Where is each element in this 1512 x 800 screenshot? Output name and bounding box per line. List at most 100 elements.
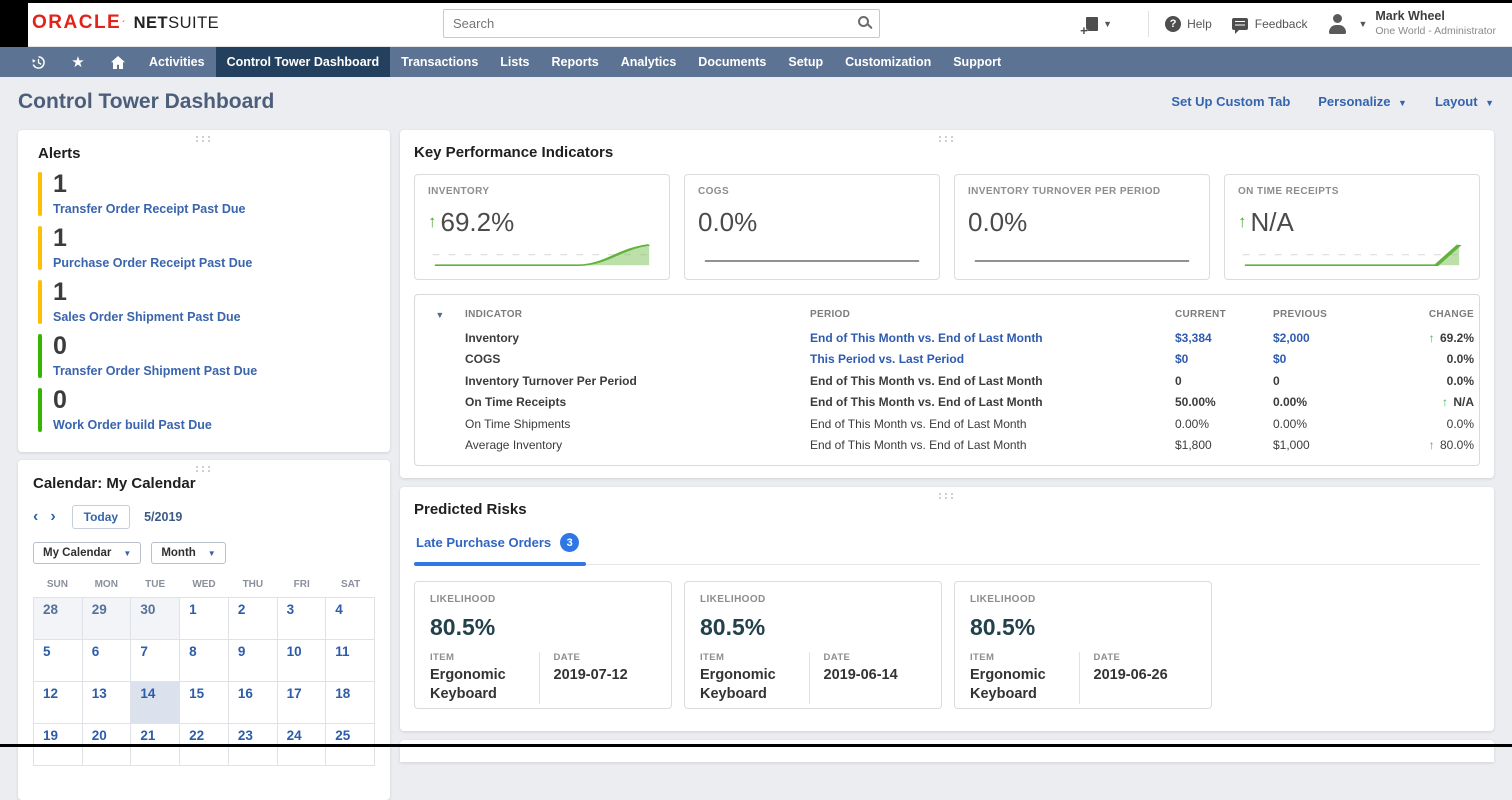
calendar-day-4[interactable]: 4 xyxy=(326,598,375,640)
nav-tab-documents[interactable]: Documents xyxy=(687,47,777,77)
nav-tab-setup[interactable]: Setup xyxy=(777,47,834,77)
drag-handle-icon[interactable] xyxy=(196,136,212,142)
alert-link[interactable]: Transfer Order Receipt Past Due xyxy=(53,202,245,216)
calendar-day-1[interactable]: 1 xyxy=(180,598,229,640)
change-value: N/A xyxy=(1453,395,1474,409)
calendar-day-8[interactable]: 8 xyxy=(180,640,229,682)
kpi-row: On Time ReceiptsEnd of This Month vs. En… xyxy=(415,392,1479,414)
help-button[interactable]: ? Help xyxy=(1165,16,1212,32)
right-column: Key Performance Indicators INVENTORY↑69.… xyxy=(400,128,1494,762)
indicator-cell: Inventory xyxy=(465,331,810,345)
calendar-day-16[interactable]: 16 xyxy=(229,682,278,724)
likelihood-label: LIKELIHOOD xyxy=(430,594,656,605)
risk-card[interactable]: LIKELIHOOD80.5%ITEMErgonomic KeyboardDAT… xyxy=(684,581,942,709)
period-cell[interactable]: This Period vs. Last Period xyxy=(810,352,1175,366)
today-button[interactable]: Today xyxy=(72,505,130,529)
previous-cell[interactable]: $2,000 xyxy=(1273,331,1388,345)
indicator-dropdown-caret[interactable]: ▼ xyxy=(415,310,465,320)
page-header-links: Set Up Custom Tab Personalize ▼ Layout ▼ xyxy=(1171,94,1494,109)
tab-late-purchase-orders[interactable]: Late Purchase Orders 3 xyxy=(416,533,579,552)
header-link-personalize[interactable]: Personalize ▼ xyxy=(1318,94,1407,109)
drag-handle-icon[interactable] xyxy=(939,136,955,142)
weekday-label: THU xyxy=(228,579,277,590)
item-column: ITEMErgonomic Keyboard xyxy=(970,652,1080,704)
header-link-set-up-custom-tab[interactable]: Set Up Custom Tab xyxy=(1171,94,1290,109)
alerts-list: 1Transfer Order Receipt Past Due 1 Purchas… xyxy=(38,172,370,432)
shortcuts-button[interactable]: ★ xyxy=(58,47,98,77)
kpi-sparkline xyxy=(428,240,656,268)
calendar-day-28[interactable]: 28 xyxy=(34,598,83,640)
alert-link[interactable]: Transfer Order Shipment Past Due xyxy=(53,364,257,378)
user-menu[interactable]: ▼ Mark Wheel One World - Administrator xyxy=(1327,9,1496,38)
next-month-button[interactable]: › xyxy=(50,509,55,525)
calendar-day-29[interactable]: 29 xyxy=(83,598,132,640)
drag-handle-icon[interactable] xyxy=(939,493,955,499)
view-select-value: Month xyxy=(161,547,195,559)
current-cell[interactable]: $0 xyxy=(1175,352,1273,366)
calendar-day-9[interactable]: 9 xyxy=(229,640,278,682)
nav-tab-activities[interactable]: Activities xyxy=(138,47,216,77)
recent-records-button[interactable] xyxy=(18,47,58,77)
calendar-grid: 2829301234567891011121314151617181920212… xyxy=(33,597,375,766)
previous-cell[interactable]: $0 xyxy=(1273,352,1388,366)
alert-status-bar xyxy=(38,334,42,378)
page-header: Control Tower Dashboard Set Up Custom Ta… xyxy=(0,77,1512,128)
nav-tab-lists[interactable]: Lists xyxy=(489,47,540,77)
header-link-layout[interactable]: Layout ▼ xyxy=(1435,94,1494,109)
alert-status-bar xyxy=(38,172,42,216)
kpi-table-header: ▼ INDICATOR PERIOD CURRENT PREVIOUS CHAN… xyxy=(415,302,1479,327)
alert-link[interactable]: Purchase Order Receipt Past Due xyxy=(53,256,252,270)
previous-month-button[interactable]: ‹ xyxy=(33,509,38,525)
calendar-day-6[interactable]: 6 xyxy=(83,640,132,682)
risk-card-details: ITEMErgonomic KeyboardDATE2019-07-12 xyxy=(430,652,656,704)
feedback-icon xyxy=(1232,18,1248,30)
calendar-day-17[interactable]: 17 xyxy=(278,682,327,724)
alert-link[interactable]: Work Order build Past Due xyxy=(53,418,212,432)
alert-link[interactable]: Sales Order Shipment Past Due xyxy=(53,310,241,324)
calendar-day-13[interactable]: 13 xyxy=(83,682,132,724)
nav-tab-transactions[interactable]: Transactions xyxy=(390,47,489,77)
search-input[interactable] xyxy=(444,10,879,37)
user-name: Mark Wheel xyxy=(1375,9,1496,25)
period-cell[interactable]: End of This Month vs. End of Last Month xyxy=(810,331,1175,345)
calendar-day-5[interactable]: 5 xyxy=(34,640,83,682)
home-button[interactable] xyxy=(98,47,138,77)
calendar-day-3[interactable]: 3 xyxy=(278,598,327,640)
nav-tab-support[interactable]: Support xyxy=(942,47,1012,77)
calendar-day-14-selected[interactable]: 14 xyxy=(131,682,180,724)
current-cell[interactable]: $3,384 xyxy=(1175,331,1273,345)
calendar-day-2[interactable]: 2 xyxy=(229,598,278,640)
calendar-portlet: Calendar: My Calendar ‹ › Today 5/2019 M… xyxy=(18,460,390,800)
alert-body: 1Transfer Order Receipt Past Due xyxy=(53,172,245,216)
create-record-button[interactable]: ▼ xyxy=(1086,17,1112,31)
period-cell: End of This Month vs. End of Last Month xyxy=(810,438,1175,452)
trend-up-icon: ↑ xyxy=(428,213,437,232)
oracle-netsuite-logo[interactable]: ORACLE´ NETSUITE xyxy=(32,12,219,34)
nav-tab-reports[interactable]: Reports xyxy=(540,47,609,77)
calendar-select[interactable]: My Calendar ▼ xyxy=(33,542,141,564)
search-icon[interactable] xyxy=(858,16,869,27)
calendar-selects: My Calendar ▼ Month ▼ xyxy=(33,542,375,564)
calendar-day-18[interactable]: 18 xyxy=(326,682,375,724)
calendar-day-7[interactable]: 7 xyxy=(131,640,180,682)
drag-handle-icon[interactable] xyxy=(196,466,212,472)
calendar-day-10[interactable]: 10 xyxy=(278,640,327,682)
page-title: Control Tower Dashboard xyxy=(18,90,274,114)
calendar-day-30[interactable]: 30 xyxy=(131,598,180,640)
nav-tab-control-tower-dashboard[interactable]: Control Tower Dashboard xyxy=(216,47,391,77)
feedback-button[interactable]: Feedback xyxy=(1232,17,1308,31)
nav-tab-customization[interactable]: Customization xyxy=(834,47,942,77)
view-select[interactable]: Month ▼ xyxy=(151,542,225,564)
risk-card[interactable]: LIKELIHOOD80.5%ITEMErgonomic KeyboardDAT… xyxy=(414,581,672,709)
nav-tab-analytics[interactable]: Analytics xyxy=(610,47,688,77)
period-cell: End of This Month vs. End of Last Month xyxy=(810,417,1175,431)
alert-count: 1 xyxy=(53,280,241,305)
risk-card[interactable]: LIKELIHOOD80.5%ITEMErgonomic KeyboardDAT… xyxy=(954,581,1212,709)
previous-cell: 0 xyxy=(1273,374,1388,388)
calendar-day-15[interactable]: 15 xyxy=(180,682,229,724)
alert-body: 0Transfer Order Shipment Past Due xyxy=(53,334,257,378)
current-cell: 0 xyxy=(1175,374,1273,388)
calendar-day-11[interactable]: 11 xyxy=(326,640,375,682)
screen-left-edge xyxy=(0,0,28,47)
calendar-day-12[interactable]: 12 xyxy=(34,682,83,724)
